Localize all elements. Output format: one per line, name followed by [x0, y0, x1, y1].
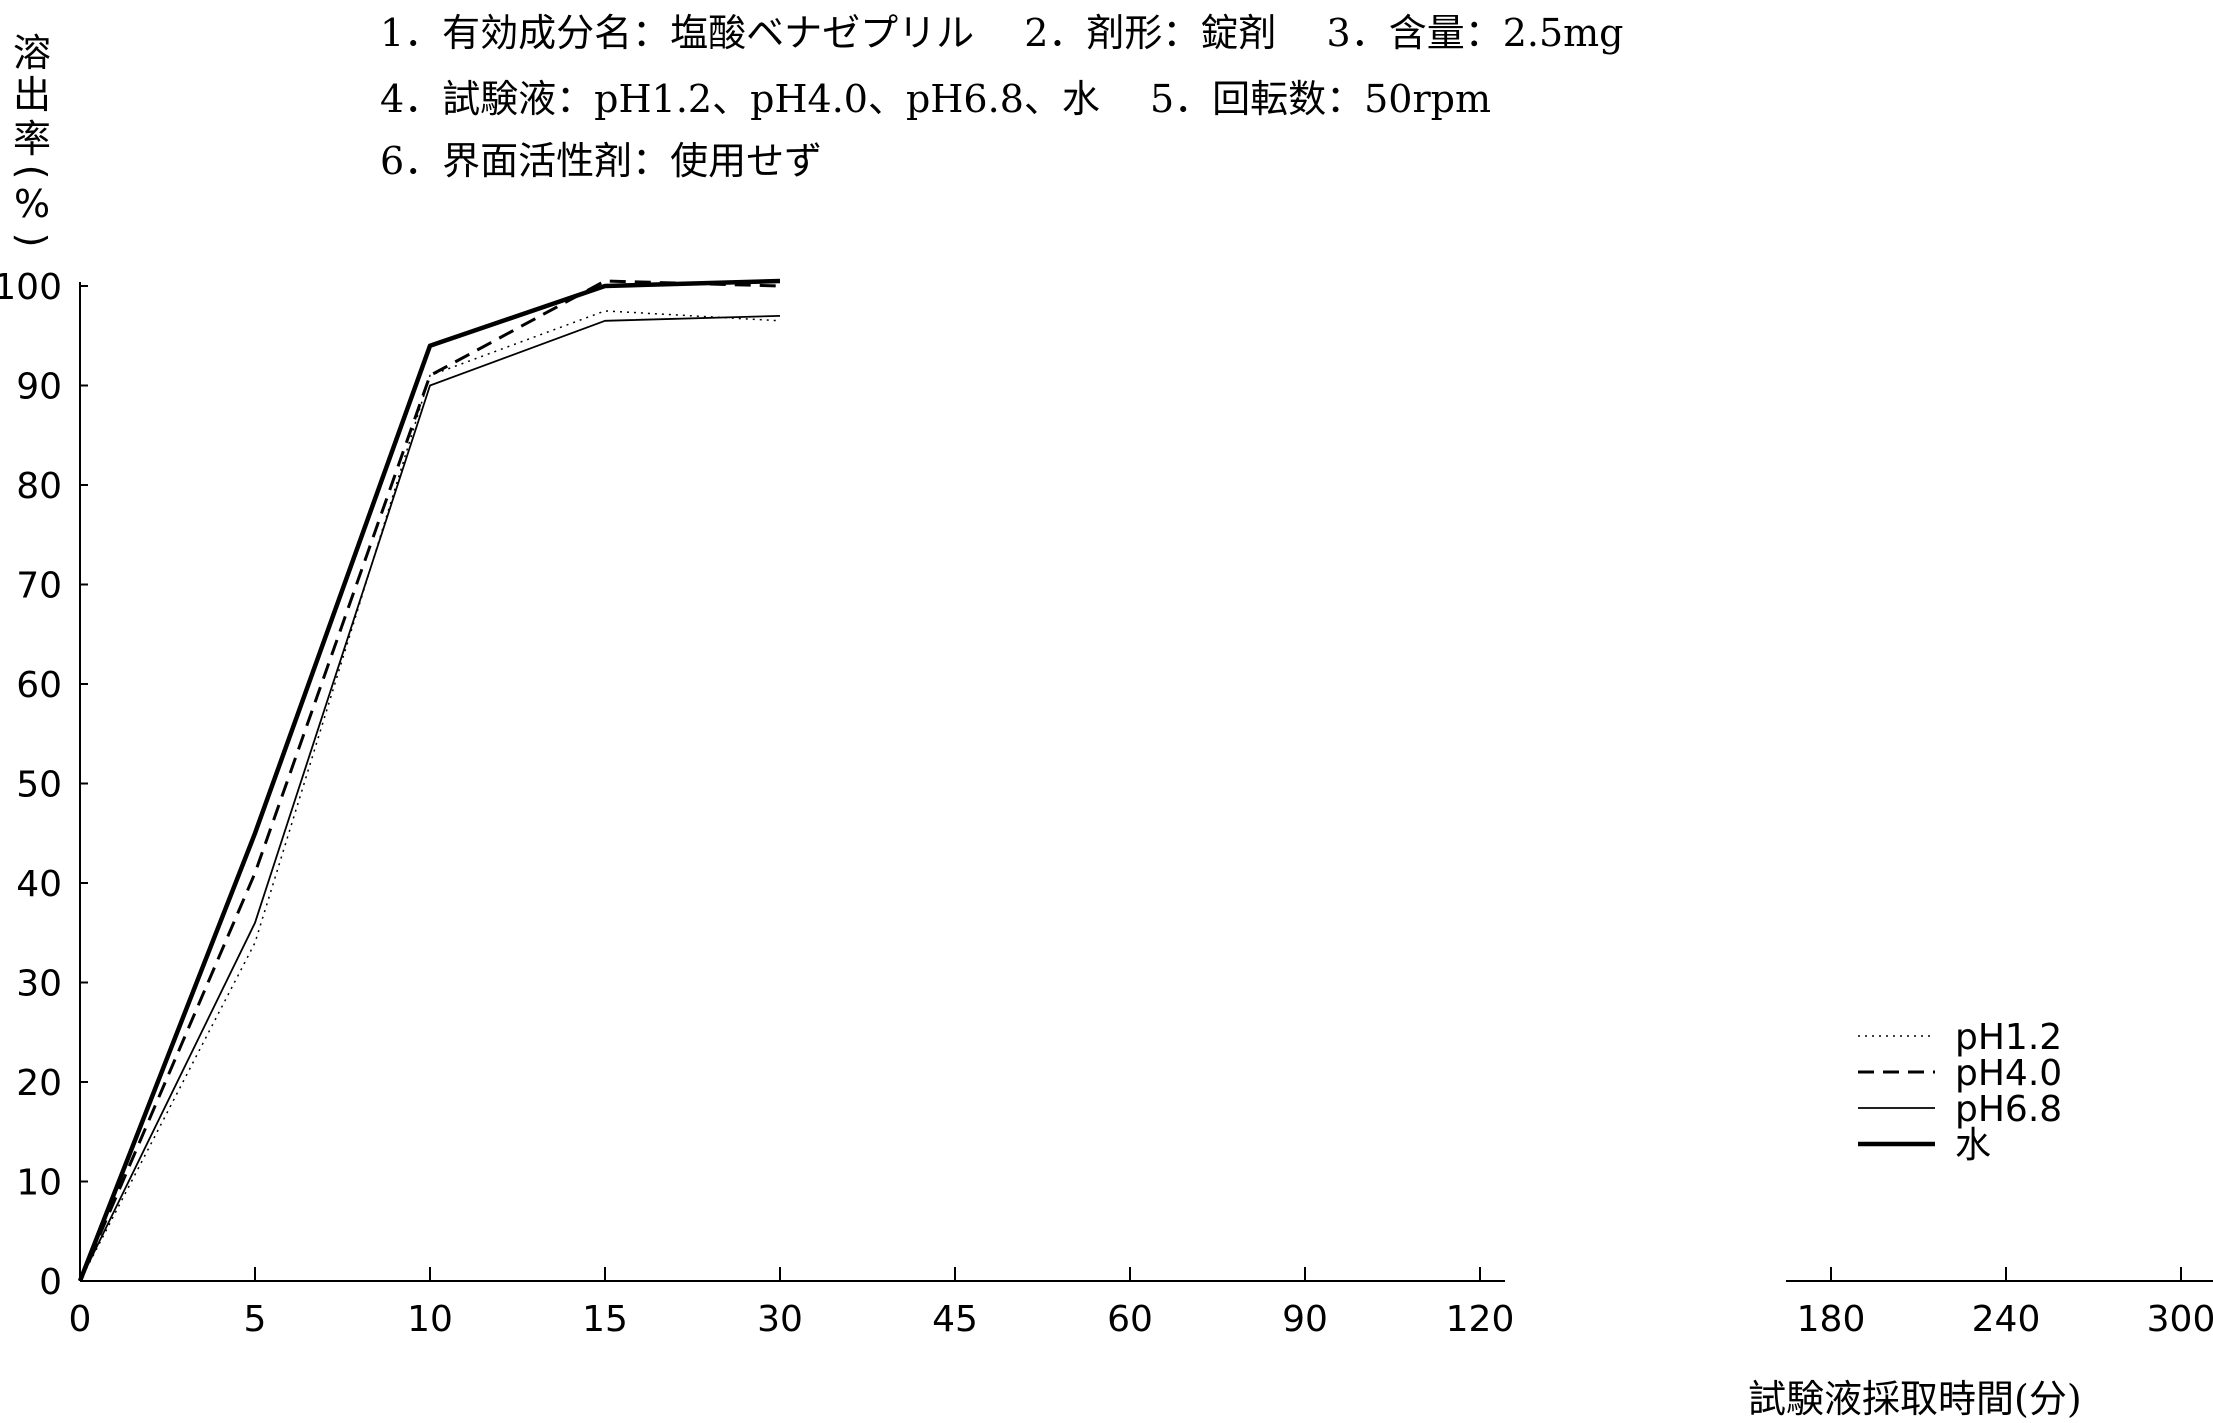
test-condition-line-3: 6．界面活性剤：使用せず	[380, 139, 823, 183]
x-axis-ticks: 05101530456090120180240300360	[69, 1267, 2213, 1340]
x-axis-label: 試験液採取時間(分)	[1748, 1377, 2082, 1421]
y-axis-label-char: 率	[12, 117, 51, 161]
legend-label: pH4.0	[1955, 1053, 2062, 1094]
series-lines	[77, 278, 781, 1282]
x-tick-label: 60	[1107, 1299, 1153, 1340]
y-axis-label-char: 出	[12, 73, 51, 117]
legend-label: pH6.8	[1955, 1089, 2062, 1130]
y-tick-label: 10	[16, 1163, 62, 1204]
y-tick-label: 20	[16, 1063, 62, 1104]
x-tick-label: 240	[1972, 1299, 2041, 1340]
x-tick-label: 30	[757, 1299, 803, 1340]
series-line-水	[77, 278, 781, 1282]
y-tick-label: 90	[16, 367, 62, 408]
legend-label: 水	[1955, 1125, 1991, 1166]
x-tick-label: 15	[582, 1299, 628, 1340]
chart-axes	[79, 282, 2213, 1282]
y-tick-label: 80	[16, 466, 62, 507]
x-tick-label: 90	[1282, 1299, 1328, 1340]
y-axis-label-char: 溶	[12, 31, 51, 75]
x-tick-label: 300	[2147, 1299, 2213, 1340]
x-tick-label: 180	[1797, 1299, 1866, 1340]
y-axis-ticks: 0 10 20 30 40 50 60 70 80 90 100	[0, 267, 88, 1303]
series-line-pH6.8	[79, 315, 781, 1282]
x-tick-label: 45	[932, 1299, 978, 1340]
x-tick-label: 5	[244, 1299, 267, 1340]
series-line-pH4.0	[78, 279, 781, 1282]
y-tick-label: 60	[16, 665, 62, 706]
series-line-pH1.2	[79, 310, 781, 1282]
test-condition-line-2: 4．試験液：pH1.2、pH4.0、pH6.8、水 5．回転数：50rpm	[380, 77, 1492, 121]
x-tick-label: 120	[1446, 1299, 1515, 1340]
y-tick-label: 50	[16, 765, 62, 806]
y-tick-label: 40	[16, 864, 62, 905]
y-tick-label: 100	[0, 267, 62, 308]
x-tick-label: 10	[407, 1299, 453, 1340]
x-tick-label: 0	[69, 1299, 92, 1340]
y-axis-label-char: %	[13, 182, 51, 226]
test-condition-line-1: 1．有効成分名：塩酸ベナゼプリル 2．剤形：錠剤 3．含量：2.5mg	[380, 11, 1624, 55]
y-tick-label: 30	[16, 964, 62, 1005]
y-tick-label: 70	[16, 566, 62, 607]
y-tick-label: 0	[39, 1262, 62, 1303]
legend-label: pH1.2	[1955, 1017, 2062, 1058]
